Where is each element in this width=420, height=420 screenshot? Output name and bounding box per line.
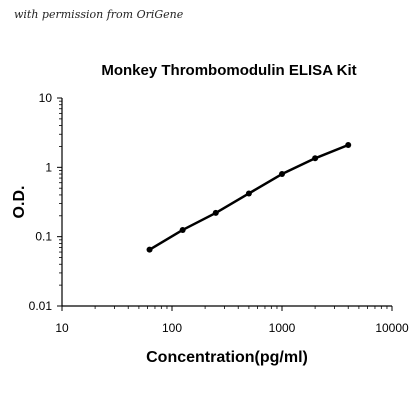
y-tick-label: 10 <box>39 91 53 105</box>
x-tick-label: 1000 <box>269 321 296 335</box>
x-tick-label: 10000 <box>375 321 409 335</box>
data-point <box>345 141 352 148</box>
permission-credit: with permission from OriGene <box>14 8 184 21</box>
y-axis-label: O.D. <box>11 186 28 219</box>
x-tick-label: 100 <box>162 321 182 335</box>
data-point <box>179 226 186 233</box>
data-point <box>212 209 219 216</box>
data-point <box>146 246 153 253</box>
data-point <box>245 190 252 197</box>
x-axis-label: Concentration(pg/ml) <box>146 349 308 366</box>
series-line <box>148 143 350 251</box>
y-axis-ticks: 0.01 0.1 1 10 <box>29 91 62 313</box>
y-tick-label: 0.1 <box>35 230 52 244</box>
x-tick-label: 10 <box>55 321 69 335</box>
data-points <box>146 141 352 253</box>
data-point <box>312 155 319 162</box>
x-axis-ticks: 10 100 1000 10000 <box>55 306 409 335</box>
data-point <box>279 171 285 178</box>
y-tick-label: 1 <box>45 160 52 174</box>
y-tick-label: 0.01 <box>29 299 53 313</box>
chart-title: Monkey Thrombomodulin ELISA Kit <box>101 62 356 79</box>
